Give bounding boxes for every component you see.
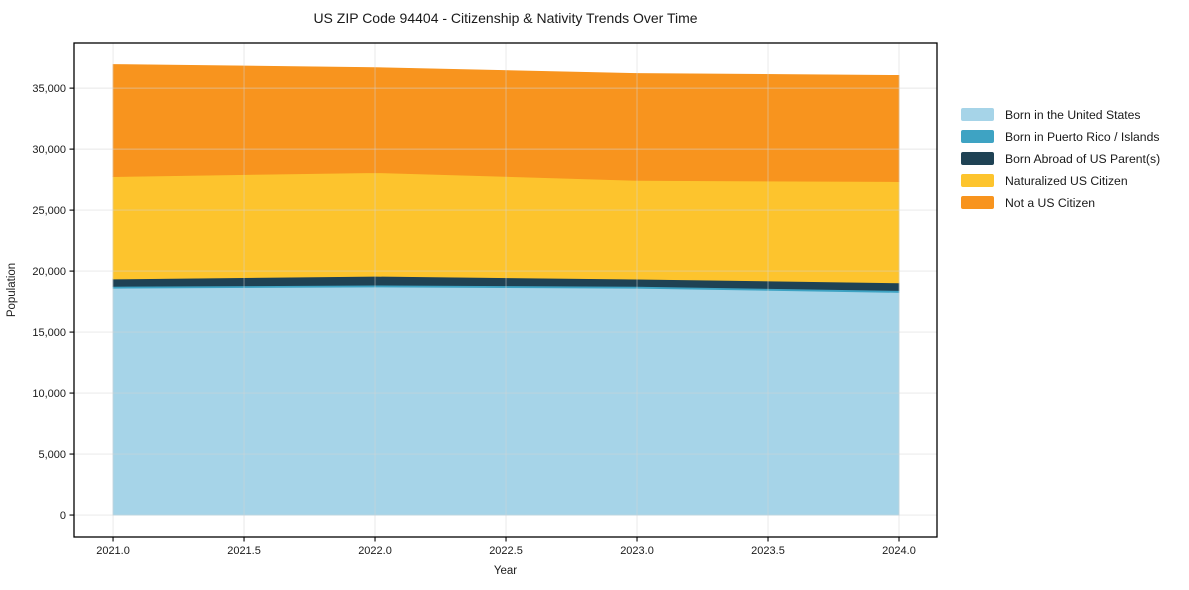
tick-labels: 2021.0 2021.5 2022.0 2022.5 2023.0 2023.5 2024… [32,83,915,557]
legend-swatch-icon [961,130,994,143]
legend: Born in the United States Born in Puerto … [961,108,1160,218]
y-tick-label: 10,000 [32,388,66,400]
x-tick-label: 2024.0 [882,545,916,557]
y-tick-label: 25,000 [32,205,66,217]
y-tick-label: 15,000 [32,327,66,339]
tick-marks [69,87,900,542]
legend-item-1: Born in Puerto Rico / Islands [961,129,1160,144]
y-tick-label: 30,000 [32,144,66,156]
legend-label: Born in the United States [1005,107,1141,122]
y-tick-label: 0 [60,510,66,522]
y-axis-label: Population [6,263,18,317]
y-tick-label: 5,000 [38,449,66,461]
gridlines [74,43,937,537]
legend-swatch-icon [961,196,994,209]
x-tick-label: 2023.0 [620,545,654,557]
chart-title: US ZIP Code 94404 - Citizenship & Nativi… [313,10,698,26]
x-axis-label: Year [494,565,517,577]
legend-item-3: Naturalized US Citizen [961,173,1160,188]
legend-label: Not a US Citizen [1005,195,1096,210]
legend-label: Naturalized US Citizen [1005,173,1128,188]
y-tick-label: 35,000 [32,83,66,95]
x-tick-label: 2023.5 [751,545,785,557]
legend-label: Born Abroad of US Parent(s) [1005,151,1161,166]
x-tick-label: 2022.0 [358,545,392,557]
legend-item-0: Born in the United States [961,107,1160,122]
legend-swatch-icon [961,108,994,121]
y-tick-label: 20,000 [32,266,66,278]
legend-item-4: Not a US Citizen [961,195,1160,210]
x-tick-label: 2021.0 [96,545,130,557]
plot-border [73,42,938,538]
legend-swatch-icon [961,174,994,187]
x-tick-label: 2021.5 [227,545,261,557]
legend-label: Born in Puerto Rico / Islands [1005,129,1160,144]
legend-swatch-icon [961,152,994,165]
x-tick-label: 2022.5 [489,545,523,557]
legend-item-2: Born Abroad of US Parent(s) [961,151,1161,166]
